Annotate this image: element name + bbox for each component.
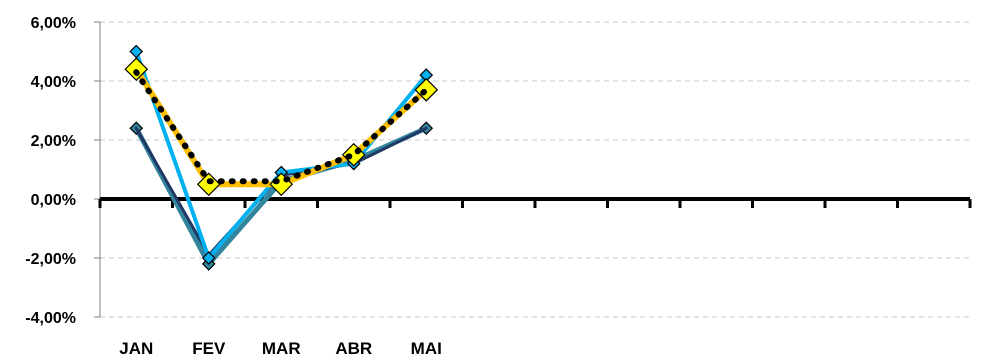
series-line (134, 49, 429, 260)
y-tick-label: 6,00% (31, 15, 76, 32)
x-category-label: ABR (335, 339, 372, 358)
data-point-marker (201, 251, 216, 265)
y-tick-label: 0,00% (31, 192, 76, 209)
x-category-label: FEV (192, 339, 226, 358)
y-tick-label: -4,00% (25, 310, 76, 327)
y-axis: -4,00% -2,00% 0,00% 2,00% 4,00% 6,00% (25, 15, 101, 327)
y-tick-label: -2,00% (25, 251, 76, 268)
x-category-label: JAN (119, 339, 153, 358)
x-category-label: MAI (411, 339, 442, 358)
series-5 (133, 69, 430, 185)
y-tick-label: 2,00% (31, 133, 76, 150)
data-point-marker (129, 44, 144, 59)
series-line (133, 69, 430, 185)
gridlines (100, 21, 970, 318)
data-point-marker (196, 172, 221, 197)
data-point-marker (414, 78, 439, 102)
series-group (124, 44, 439, 271)
x-category-label: MAR (262, 339, 301, 358)
x-axis: JAN FEV MAR ABR MAI (98, 197, 972, 358)
series-3 (129, 44, 434, 265)
y-tick-label: 4,00% (31, 74, 76, 91)
